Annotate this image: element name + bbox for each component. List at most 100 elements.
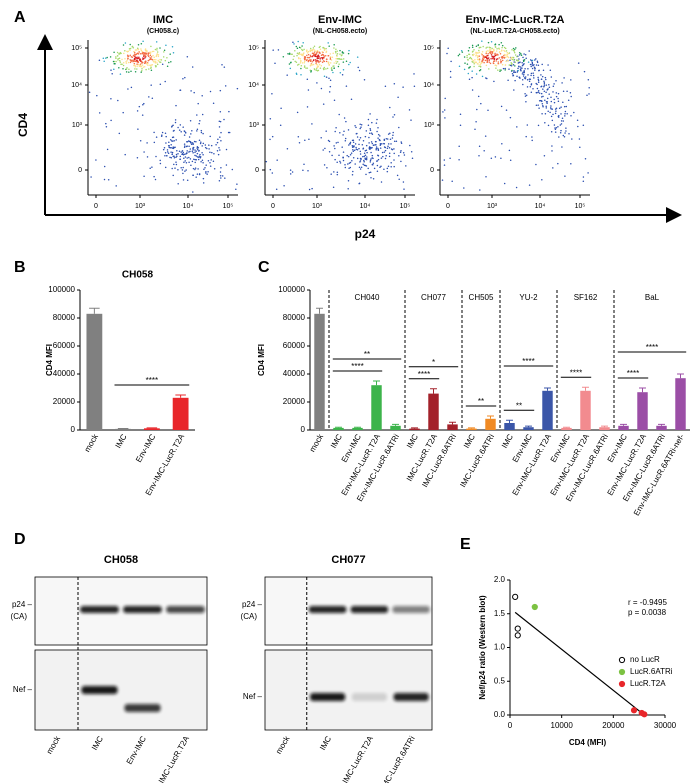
event-dot (303, 163, 305, 166)
error-bar (639, 387, 646, 393)
event-dot (303, 56, 306, 58)
event-dot (513, 89, 515, 91)
event-dot (392, 134, 394, 137)
event-dot (152, 54, 154, 57)
event-dot (316, 57, 319, 60)
error-bar (449, 421, 456, 425)
event-dot (473, 65, 475, 68)
event-dot (307, 59, 310, 62)
event-dot (492, 62, 495, 65)
event-dot (192, 174, 194, 177)
event-dot (355, 126, 357, 129)
event-dot (475, 121, 477, 123)
event-dot (559, 132, 562, 134)
event-dot (488, 61, 491, 63)
event-dot (334, 158, 336, 161)
event-dot (103, 178, 106, 181)
event-dot (305, 67, 307, 69)
event-dot (132, 60, 134, 63)
error-bar (316, 307, 323, 314)
event-dot (545, 107, 548, 109)
event-dot (471, 44, 474, 47)
event-dot (534, 69, 536, 71)
event-dot (480, 102, 482, 105)
event-dot (339, 162, 342, 164)
event-dot (103, 60, 105, 62)
event-dot (168, 144, 170, 147)
event-dot (351, 159, 353, 162)
event-dot (332, 71, 334, 74)
event-dot (487, 41, 490, 44)
event-dot (531, 61, 534, 64)
lane-label: IMC-LucR.6ATRi (379, 734, 417, 783)
event-dot (213, 168, 216, 170)
event-dot (476, 56, 479, 59)
event-dot (166, 56, 168, 59)
event-dot (390, 166, 392, 168)
event-dot (474, 58, 476, 61)
significance-label: **** (627, 369, 639, 378)
event-dot (171, 46, 174, 48)
event-dot (405, 165, 407, 167)
event-dot (541, 178, 543, 181)
event-dot (478, 65, 480, 68)
event-dot (443, 159, 446, 161)
event-dot (172, 147, 175, 150)
event-dot (372, 157, 374, 160)
flow-y-tick-label: 10³ (249, 122, 260, 129)
event-dot (486, 77, 488, 80)
event-dot (328, 45, 330, 47)
event-dot (333, 99, 336, 101)
event-dot (512, 75, 514, 77)
event-dot (371, 121, 373, 124)
event-dot (485, 64, 488, 67)
event-dot (204, 167, 206, 169)
event-dot (183, 161, 185, 164)
event-dot (350, 98, 353, 101)
event-dot (304, 139, 306, 142)
event-dot (358, 147, 360, 150)
event-dot (500, 41, 503, 44)
event-dot (493, 80, 495, 83)
bar (504, 423, 515, 430)
event-dot (172, 124, 174, 126)
event-dot (471, 76, 473, 79)
event-dot (179, 158, 181, 161)
event-dot (375, 146, 378, 148)
event-dot (533, 64, 535, 66)
x-tick-label: IMC (405, 432, 420, 449)
event-dot (205, 172, 207, 174)
event-dot (381, 143, 383, 145)
event-dot (329, 62, 332, 64)
event-dot (557, 125, 559, 128)
event-dot (506, 55, 508, 57)
event-dot (286, 148, 289, 150)
event-dot (588, 93, 590, 95)
event-dot (200, 141, 202, 143)
event-dot (318, 63, 321, 66)
flow-y-tick-label: 0 (430, 167, 434, 174)
event-dot (293, 55, 295, 58)
event-dot (387, 145, 389, 148)
event-dot (297, 57, 300, 60)
blot-title: CH058 (104, 554, 138, 566)
event-dot (134, 68, 136, 70)
y-tick-label: 20000 (283, 397, 306, 406)
blot-label: p24 – (242, 600, 263, 609)
event-dot (217, 138, 219, 141)
event-dot (106, 148, 109, 151)
event-dot (500, 50, 503, 52)
event-dot (186, 157, 188, 159)
event-dot (220, 166, 222, 169)
event-dot (467, 59, 469, 61)
error-bar (582, 386, 589, 391)
event-dot (472, 60, 475, 62)
event-dot (115, 60, 117, 63)
event-dot (306, 56, 309, 59)
event-dot (307, 89, 310, 91)
event-dot (151, 58, 154, 61)
event-dot (323, 66, 326, 69)
event-dot (463, 56, 466, 58)
event-dot (501, 56, 504, 59)
flow-x-tick-label: 10⁵ (575, 203, 586, 210)
